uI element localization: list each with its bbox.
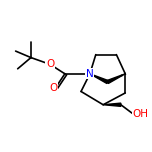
Text: O: O <box>46 59 54 69</box>
Text: O: O <box>50 83 58 93</box>
Text: N: N <box>86 69 94 79</box>
Polygon shape <box>107 74 125 83</box>
Polygon shape <box>103 103 121 106</box>
Polygon shape <box>90 74 108 83</box>
Text: OH: OH <box>133 109 149 119</box>
